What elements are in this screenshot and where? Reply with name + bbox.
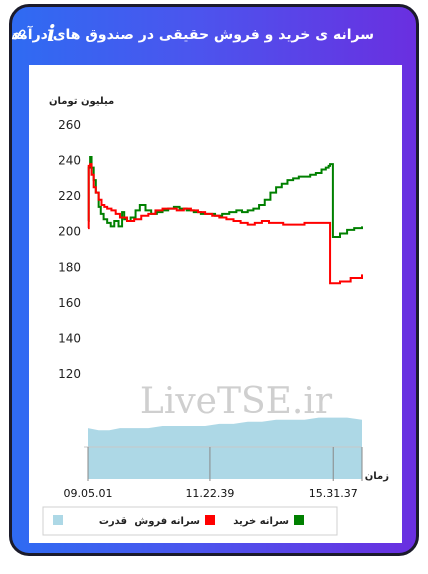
series-line <box>87 156 363 239</box>
chart-svg: میلیون تومان زمان 120 140 160 180 200 220 240 2… <box>42 96 389 536</box>
chart-card: i سرانه ی خرید و فروش حقیقی در صندوق های… <box>9 4 419 556</box>
series-line <box>87 163 363 285</box>
card-header: i سرانه ی خرید و فروش حقیقی در صندوق های… <box>12 7 416 61</box>
legend-label-sell: سرانه فروش <box>134 516 200 527</box>
y-tick-label: 200 <box>58 225 81 239</box>
y-axis-label: میلیون تومان <box>49 96 114 107</box>
y-tick-label: 180 <box>58 260 81 274</box>
y-tick-label: 160 <box>58 296 81 310</box>
legend-swatch-sell <box>205 515 215 525</box>
y-tick-label: 120 <box>58 367 81 381</box>
x-tick-label: 11.22.39 <box>185 487 234 500</box>
power-area <box>88 417 362 479</box>
legend-label-buy: سرانه خرید <box>233 516 289 527</box>
y-tick-label: 240 <box>58 154 81 168</box>
link-icon[interactable] <box>12 28 26 42</box>
y-tick-label: 140 <box>58 331 81 345</box>
info-icon[interactable]: i <box>47 21 56 47</box>
legend-label-power: قدرت <box>99 516 127 527</box>
x-axis-label: زمان <box>365 471 389 482</box>
chart-panel: میلیون تومان زمان 120 140 160 180 200 220 240 2… <box>29 65 402 543</box>
legend-swatch-power <box>53 515 63 525</box>
y-tick-label: 220 <box>58 189 81 203</box>
legend: سرانه خرید سرانه فروش قدرت <box>42 506 338 536</box>
watermark: LiveTSE.ir <box>140 381 333 422</box>
x-tick-label: 09.05.01 <box>64 487 113 500</box>
legend-box <box>42 506 338 536</box>
legend-swatch-buy <box>294 515 304 525</box>
x-tick-label: 15.31.37 <box>309 487 358 500</box>
chart-title: سرانه ی خرید و فروش حقیقی در صندوق های د… <box>9 27 374 43</box>
y-tick-label: 260 <box>58 118 81 132</box>
